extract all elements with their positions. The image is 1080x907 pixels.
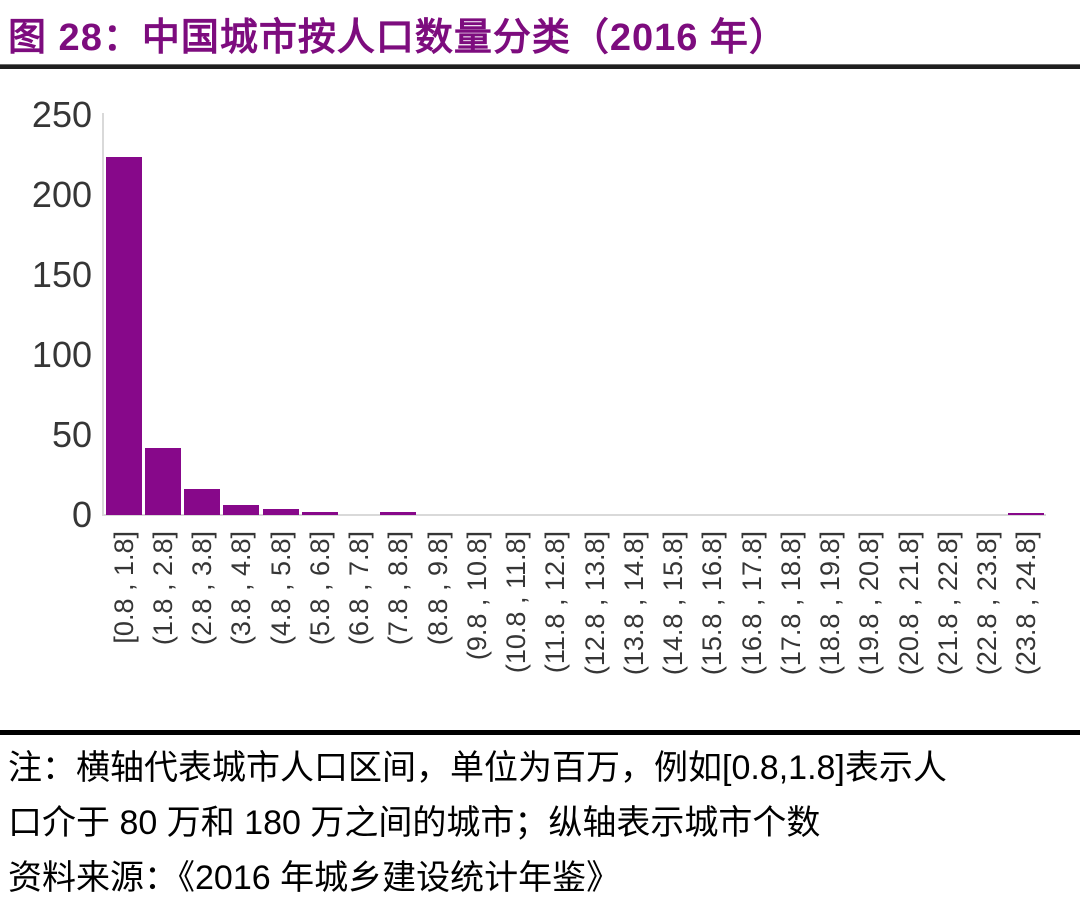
bar-(23.8 , 24.8] xyxy=(1008,513,1045,515)
y-axis-line xyxy=(102,113,104,516)
x-tick-label: (15.8 , 16.8] xyxy=(697,531,728,676)
note-line-1: 注：横轴代表城市人口区间，单位为百万，例如[0.8,1.8]表示人 xyxy=(8,749,947,787)
figure-title: 图 28：中国城市按人口数量分类（2016 年） xyxy=(8,17,788,59)
bar-(3.8 , 4.8] xyxy=(223,505,260,515)
y-tick-label: 150 xyxy=(31,254,92,295)
x-tick-label: (8.8 , 9.8] xyxy=(422,531,453,646)
x-tick-label: (6.8 , 7.8] xyxy=(344,531,375,646)
bar-[0.8 , 1.8] xyxy=(105,157,142,515)
x-tick-label: [0.8 , 1.8] xyxy=(108,531,139,644)
bar-chart: 0 50 100 150 200 250 [0.8 , 1.8] (1.8 , 2.8] (2… xyxy=(0,80,1080,720)
x-tick-label: (3.8 , 4.8] xyxy=(226,531,257,646)
x-tick-label: (11.8 , 12.8] xyxy=(540,531,571,674)
bar-(1.8 , 2.8] xyxy=(144,448,181,515)
y-tick-label: 0 xyxy=(71,494,92,535)
title-separator xyxy=(0,64,1080,69)
x-tick-label: (2.8 , 3.8] xyxy=(187,531,218,646)
x-tick-label: (23.8 , 24.8] xyxy=(1011,531,1042,676)
bar-(4.8 , 5.8] xyxy=(262,509,299,515)
x-tick-label: (18.8 , 19.8] xyxy=(815,531,846,676)
note-separator xyxy=(0,730,1080,735)
x-tick-label: (16.8 , 17.8] xyxy=(736,531,767,676)
x-tick-label: (22.8 , 23.8] xyxy=(972,531,1003,676)
y-tick-label: 100 xyxy=(31,334,92,375)
x-tick-label: (4.8 , 5.8] xyxy=(265,531,296,646)
x-tick-label: (17.8 , 18.8] xyxy=(775,531,806,676)
x-tick-label: (12.8 , 13.8] xyxy=(579,531,610,676)
bar-(7.8 , 8.8] xyxy=(380,512,417,515)
x-tick-label: (20.8 , 21.8] xyxy=(893,531,924,676)
x-tick-label: (5.8 , 6.8] xyxy=(304,531,335,646)
x-tick-label: (10.8 , 11.8] xyxy=(501,531,532,674)
x-tick-label: (1.8 , 2.8] xyxy=(147,531,178,646)
x-tick-label: (14.8 , 15.8] xyxy=(658,531,689,676)
x-tick-label: (21.8 , 22.8] xyxy=(932,531,963,676)
source-line: 资料来源：《2016 年城乡建设统计年鉴》 xyxy=(8,859,621,897)
y-tick-label: 200 xyxy=(31,174,92,215)
bar-(2.8 , 3.8] xyxy=(184,489,221,515)
x-tick-label: (19.8 , 20.8] xyxy=(854,531,885,676)
x-tick-label: (13.8 , 14.8] xyxy=(618,531,649,676)
y-tick-label: 250 xyxy=(31,94,92,135)
y-tick-label: 50 xyxy=(51,414,92,455)
x-tick-label: (9.8 , 10.8] xyxy=(461,531,492,661)
x-axis-line xyxy=(102,514,1046,516)
note-line-2: 口介于 80 万和 180 万之间的城市；纵轴表示城市个数 xyxy=(8,804,821,842)
bar-(5.8 , 6.8] xyxy=(301,512,338,515)
figure-notes: 注：横轴代表城市人口区间，单位为百万，例如[0.8,1.8]表示人 口介于 80… xyxy=(8,741,1076,906)
x-tick-label: (7.8 , 8.8] xyxy=(383,531,414,646)
